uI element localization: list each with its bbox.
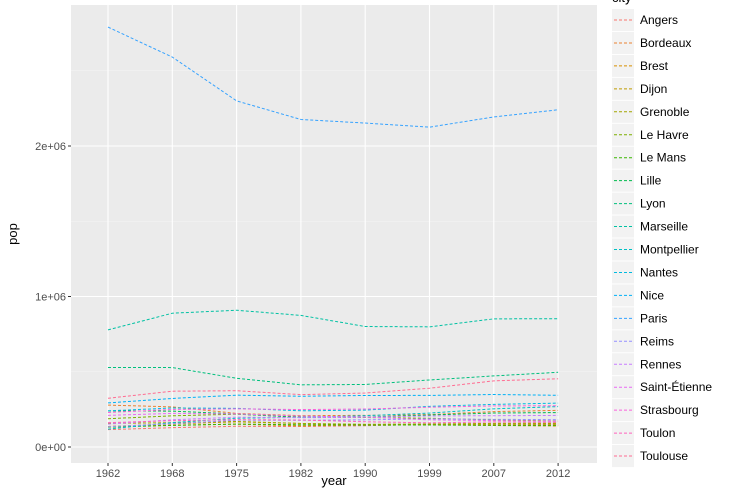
series-line-rennes <box>107 414 559 425</box>
legend-label: Montpellier <box>640 243 699 257</box>
legend-key <box>612 284 634 307</box>
legend-key <box>612 77 634 100</box>
legend-key <box>612 192 634 215</box>
y-tick-label: 2e+06 <box>35 141 66 153</box>
legend-key <box>612 261 634 284</box>
legend-label: Lille <box>640 174 662 188</box>
legend-label: Reims <box>640 334 674 348</box>
legend-key <box>612 9 634 31</box>
legend-label: Nice <box>640 288 664 302</box>
y-tick-label: 0e+00 <box>35 442 66 454</box>
y-tick-label: 1e+06 <box>35 292 66 304</box>
legend-key <box>612 307 634 330</box>
legend: Angers Bordeaux Brest Dijon Grenoble Le Havre… <box>612 9 712 468</box>
legend-label: Saint-Étienne <box>640 379 712 394</box>
legend-label: Bordeaux <box>640 36 691 50</box>
legend-key <box>612 238 634 261</box>
x-tick-label: 1990 <box>353 468 377 480</box>
series-line-saint-étienne <box>107 412 559 422</box>
legend-title: city <box>612 0 632 5</box>
series-line-nice <box>107 394 559 404</box>
series-line-lyon <box>107 366 559 386</box>
legend-key <box>612 54 634 77</box>
legend-key <box>612 215 634 238</box>
series-line-strasbourg <box>107 405 559 414</box>
legend-label: Lyon <box>640 197 666 211</box>
series-line-toulon <box>107 419 559 424</box>
legend-label: Nantes <box>640 265 678 279</box>
legend-label: Rennes <box>640 357 681 371</box>
legend-key <box>612 146 634 169</box>
series-line-reims <box>107 418 559 428</box>
legend-label: Paris <box>640 311 667 325</box>
legend-key <box>612 445 634 468</box>
x-tick-label: 1975 <box>224 468 248 480</box>
x-tick-label: 2007 <box>482 468 506 480</box>
series-line-paris <box>107 26 559 128</box>
x-tick-label: 1968 <box>160 468 184 480</box>
legend-key <box>612 422 634 445</box>
series-line-toulouse <box>107 378 559 399</box>
series-line-grenoble <box>107 420 559 425</box>
legend-key <box>612 123 634 146</box>
legend-key <box>612 31 634 54</box>
legend-label: Le Havre <box>640 128 689 142</box>
series-line-nantes <box>107 402 559 412</box>
legend-label: Toulouse <box>640 449 688 463</box>
legend-key <box>612 100 634 123</box>
legend-label: Brest <box>640 59 669 73</box>
legend-label: Marseille <box>640 220 688 234</box>
legend-label: Strasbourg <box>640 403 699 417</box>
legend-label: Angers <box>640 13 678 27</box>
legend-key <box>612 376 634 399</box>
series-line-le-mans <box>107 423 559 428</box>
legend-key <box>612 399 634 422</box>
series-line-marseille <box>107 309 559 331</box>
legend-label: Toulon <box>640 426 675 440</box>
y-axis-label: pop <box>5 223 20 245</box>
legend-key <box>612 169 634 192</box>
x-tick-label: 1982 <box>289 468 313 480</box>
x-tick-label: 1999 <box>417 468 441 480</box>
x-tick-label: 2012 <box>546 468 570 480</box>
x-axis-label: year <box>321 473 347 488</box>
x-tick-label: 1962 <box>96 468 120 480</box>
legend-label: Grenoble <box>640 105 690 119</box>
legend-label: Dijon <box>640 82 667 96</box>
legend-key <box>612 353 634 376</box>
plot-panel <box>71 5 597 463</box>
legend-label: Le Mans <box>640 151 686 165</box>
legend-key <box>612 330 634 353</box>
